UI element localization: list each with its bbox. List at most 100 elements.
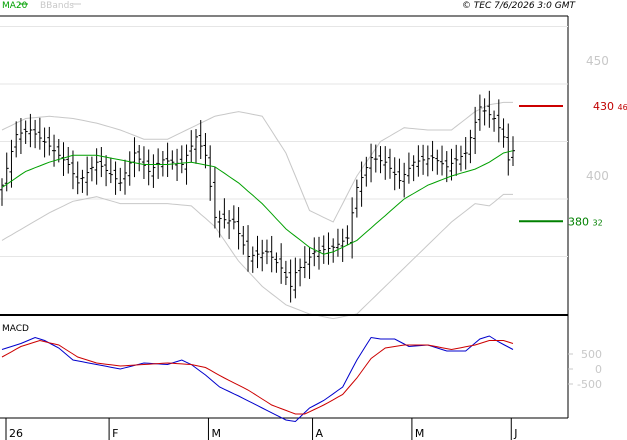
price-bar bbox=[23, 120, 28, 144]
price-bar bbox=[298, 258, 303, 287]
price-bar bbox=[85, 156, 90, 196]
price-bar bbox=[179, 145, 184, 174]
price-y-ticks: 450 400 bbox=[586, 54, 609, 183]
price-bar bbox=[18, 118, 23, 155]
price-bar bbox=[321, 235, 326, 264]
price-bar bbox=[279, 243, 284, 284]
price-bar bbox=[411, 155, 416, 182]
price-bar bbox=[99, 146, 104, 178]
bbands-lower-line bbox=[1, 193, 513, 320]
price-bar bbox=[42, 127, 47, 158]
price-bar bbox=[307, 247, 312, 279]
price-bar bbox=[458, 145, 463, 172]
price-bar bbox=[56, 138, 61, 163]
price-bar bbox=[151, 154, 156, 188]
price-y-tick: 400 bbox=[586, 169, 609, 183]
price-bar bbox=[416, 145, 421, 177]
price-bar bbox=[0, 178, 4, 206]
price-bar bbox=[47, 126, 52, 156]
price-bar bbox=[340, 228, 345, 262]
price-bar bbox=[193, 129, 198, 164]
price-bar bbox=[70, 150, 75, 190]
price-bar bbox=[104, 155, 109, 187]
price-bar bbox=[75, 161, 80, 195]
price-bar bbox=[383, 146, 388, 180]
price-bar bbox=[440, 145, 445, 176]
price-bar bbox=[477, 94, 482, 131]
price-grid bbox=[0, 26, 568, 257]
macd-y-tick: 0 bbox=[595, 363, 602, 376]
price-bar bbox=[302, 246, 307, 279]
price-y-tick: 450 bbox=[586, 54, 609, 68]
price-bar bbox=[198, 120, 203, 160]
price-bar bbox=[364, 156, 369, 187]
macd-title: MACD bbox=[2, 324, 29, 334]
macd-line bbox=[1, 335, 514, 423]
price-bar bbox=[175, 148, 180, 181]
price-bar bbox=[326, 232, 331, 265]
price-bar bbox=[165, 142, 170, 177]
price-bar bbox=[501, 118, 506, 148]
price-bar bbox=[37, 117, 42, 150]
price-bar bbox=[435, 149, 440, 175]
price-bar bbox=[94, 148, 99, 185]
price-bar bbox=[227, 210, 232, 240]
price-bar bbox=[160, 151, 165, 177]
price-bar bbox=[222, 198, 227, 229]
price-bar bbox=[506, 123, 511, 176]
price-bar bbox=[387, 148, 392, 179]
price-bar bbox=[430, 140, 435, 172]
price-bar bbox=[66, 146, 71, 174]
price-bar bbox=[406, 152, 411, 184]
price-bar bbox=[335, 228, 340, 257]
price-bar bbox=[378, 146, 383, 174]
price-bar bbox=[260, 239, 265, 272]
price-bar bbox=[127, 151, 132, 186]
price-bar bbox=[231, 205, 236, 230]
price-bar bbox=[170, 150, 175, 170]
price-bar bbox=[14, 121, 19, 158]
price-bar bbox=[52, 134, 57, 167]
macd-y-tick: -500 bbox=[577, 378, 602, 391]
x-tick-label: J bbox=[513, 427, 517, 440]
price-bar bbox=[293, 257, 298, 299]
price-bar bbox=[487, 90, 492, 128]
x-axis: 26 F M A M J bbox=[5, 418, 518, 440]
price-bar bbox=[331, 238, 336, 263]
price-bar bbox=[359, 161, 364, 207]
price-bar bbox=[255, 235, 260, 269]
watermark: © TEC 7/6/2026 3:0 GMT bbox=[462, 1, 577, 11]
price-bar bbox=[137, 144, 142, 172]
macd-panel: MACD 500 0 -500 bbox=[0, 315, 602, 423]
price-bar bbox=[212, 166, 217, 229]
ma20-legend: MA20 bbox=[2, 1, 28, 11]
price-bar bbox=[9, 139, 14, 188]
price-bar bbox=[61, 142, 66, 176]
x-tick-label: M bbox=[415, 427, 425, 440]
price-bar bbox=[463, 137, 468, 170]
price-bar bbox=[156, 148, 161, 179]
ma20-line bbox=[1, 150, 514, 255]
price-bar bbox=[288, 259, 293, 303]
price-bar bbox=[28, 113, 33, 148]
price-bar bbox=[189, 130, 194, 162]
price-bar bbox=[108, 157, 113, 184]
price-bar bbox=[132, 137, 137, 178]
price-bar bbox=[312, 237, 317, 267]
price-bar bbox=[203, 133, 208, 169]
price-bar bbox=[118, 167, 123, 192]
price-bar bbox=[317, 236, 322, 270]
price-bar bbox=[354, 179, 359, 218]
price-bars bbox=[0, 90, 515, 303]
price-bar bbox=[123, 159, 128, 195]
macd-y-ticks: 500 0 -500 bbox=[568, 348, 602, 391]
support-label: 380 32 bbox=[568, 215, 603, 228]
price-bar bbox=[80, 169, 85, 193]
signal-line bbox=[1, 339, 514, 415]
x-tick-label: A bbox=[316, 427, 324, 440]
price-bar bbox=[236, 207, 241, 250]
price-bar bbox=[402, 162, 407, 198]
price-bar bbox=[444, 151, 449, 183]
price-bar bbox=[208, 145, 213, 201]
